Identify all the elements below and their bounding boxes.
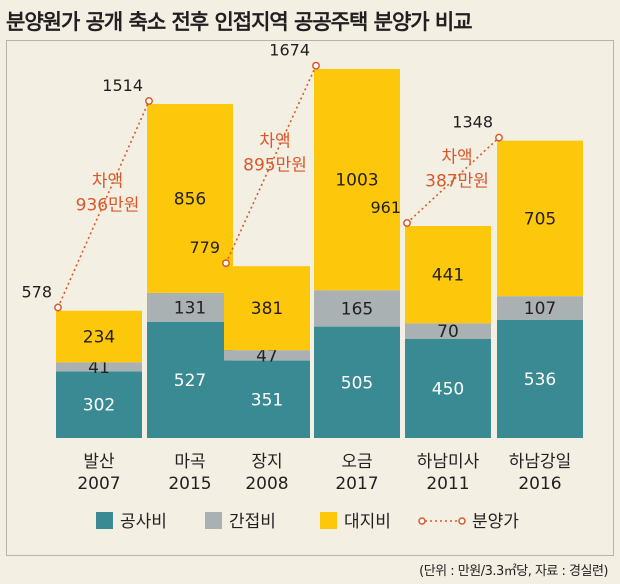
price-total-label: 1674	[269, 41, 310, 60]
bar-segment-공사비-5	[497, 319, 583, 438]
price-point-marker	[54, 303, 62, 312]
bar-value-label: 351	[251, 390, 283, 410]
bar-value-label: 302	[83, 396, 115, 416]
bar-segment-대지비-4	[405, 226, 491, 324]
price-total-label: 1348	[452, 113, 493, 132]
price-total-label: 578	[21, 282, 52, 301]
bar-segment-대지비-0	[56, 310, 142, 363]
bar-value-label: 527	[174, 371, 206, 391]
category-name-label: 오금	[341, 452, 372, 472]
category-year-label: 2007	[77, 474, 120, 494]
legend-line-marker	[418, 517, 426, 525]
bar-segment-공사비-2	[224, 360, 310, 438]
price-point-marker	[495, 133, 503, 142]
bar-value-label: 165	[341, 299, 373, 319]
category-name-label: 발산	[83, 452, 115, 472]
price-difference-line	[225, 65, 317, 264]
bar-segment-간접비-1	[147, 292, 233, 322]
bar-value-label: 41	[88, 358, 110, 378]
category-name-label: 마곡	[174, 452, 205, 472]
bar-segment-공사비-1	[147, 321, 233, 438]
category-name-label: 하남미사	[417, 452, 480, 472]
category-name-label: 하남강일	[509, 452, 572, 472]
bar-value-label: 70	[437, 322, 459, 342]
category-year-label: 2017	[335, 474, 378, 494]
difference-label: 차액	[92, 171, 123, 191]
bar-segment-공사비-0	[56, 371, 142, 438]
bar-value-label: 705	[524, 209, 556, 229]
price-total-label: 961	[370, 198, 401, 217]
difference-label: 차액	[259, 131, 290, 151]
bar-value-label: 505	[341, 373, 373, 393]
legend-swatch-공사비	[96, 512, 113, 529]
category-year-label: 2016	[518, 474, 561, 494]
legend-label: 공사비	[120, 512, 167, 532]
bar-segment-간접비-0	[56, 362, 142, 372]
unit-source-note: (단위 : 만원/3.3㎡당, 자료 : 경실련)	[419, 564, 608, 579]
difference-amount-label: 387만원	[425, 171, 489, 191]
difference-amount-label: 936만원	[76, 195, 140, 215]
chart-title: 분양원가 공개 축소 전후 인접지역 공공주택 분양가 비교	[6, 10, 473, 34]
category-name-label: 장지	[251, 452, 282, 472]
bar-value-label: 450	[432, 379, 464, 399]
bar-value-label: 1003	[335, 171, 378, 191]
bar-value-label: 856	[174, 189, 206, 209]
price-point-marker	[403, 219, 411, 227]
category-year-label: 2015	[168, 474, 211, 494]
bar-segment-대지비-5	[497, 140, 583, 297]
bar-value-label: 131	[174, 298, 206, 318]
bar-value-label: 536	[524, 370, 556, 390]
bar-segment-공사비-4	[405, 338, 491, 438]
category-year-label: 2008	[245, 474, 288, 494]
bar-value-label: 107	[524, 299, 556, 319]
price-point-marker	[312, 61, 320, 70]
price-point-marker	[145, 97, 153, 105]
legend-label: 분양가	[472, 512, 519, 532]
legend-swatch-간접비	[205, 512, 222, 529]
legend-line-marker	[458, 517, 466, 525]
bar-segment-공사비-3	[314, 326, 400, 438]
legend-label: 대지비	[344, 512, 391, 532]
price-difference-line	[406, 137, 500, 224]
bar-value-label: 47	[256, 346, 278, 366]
bar-value-label: 381	[251, 299, 283, 319]
bar-value-label: 441	[432, 266, 464, 286]
bar-value-label: 234	[83, 328, 115, 348]
price-total-label: 1514	[102, 76, 143, 95]
bar-segment-대지비-1	[147, 104, 233, 293]
bar-segment-간접비-3	[314, 290, 400, 327]
bar-segment-대지비-2	[224, 266, 310, 351]
bar-segment-대지비-3	[314, 68, 400, 291]
category-year-label: 2011	[426, 474, 469, 494]
legend-label: 간접비	[229, 512, 276, 532]
price-total-label: 779	[189, 238, 220, 257]
legend-swatch-대지비	[320, 512, 337, 529]
difference-amount-label: 895만원	[243, 155, 307, 175]
bar-segment-간접비-2	[224, 350, 310, 361]
difference-label: 차액	[441, 147, 472, 167]
price-point-marker	[222, 259, 230, 268]
bar-segment-간접비-5	[497, 296, 583, 320]
bar-segment-간접비-4	[405, 323, 491, 339]
